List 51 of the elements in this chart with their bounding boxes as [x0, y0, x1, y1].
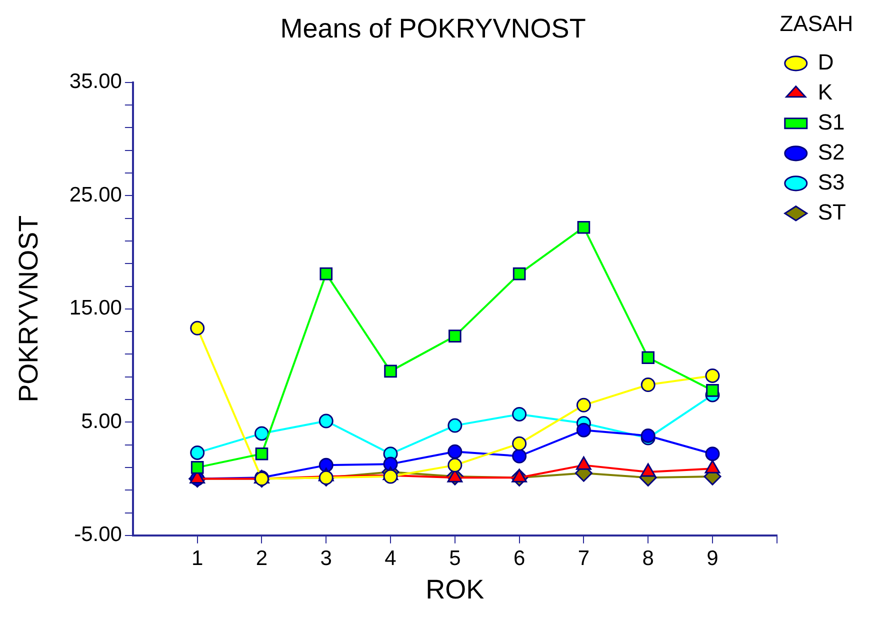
point: [320, 267, 333, 280]
x-tick-label: 8: [642, 546, 654, 570]
y-tick-label: 5.00: [81, 410, 122, 433]
point: [190, 461, 204, 474]
point: [705, 446, 720, 462]
point: [190, 320, 205, 336]
y-tick-label: 25.00: [69, 183, 122, 206]
point: [642, 351, 655, 364]
point: [448, 444, 462, 459]
y-tick-label: 35.00: [69, 70, 122, 94]
point: [255, 447, 268, 460]
point: [448, 330, 462, 342]
point: [448, 418, 462, 433]
legend-label: ST: [818, 199, 846, 224]
point: [576, 422, 591, 438]
point: [512, 406, 527, 422]
point: [448, 458, 462, 472]
point: [577, 220, 590, 234]
y-axis-title: POKRYVNOST: [14, 215, 44, 402]
point: [318, 458, 334, 472]
point: [318, 414, 334, 428]
legend-label: K: [818, 79, 833, 104]
x-tick-label: 7: [578, 546, 590, 570]
point: [640, 378, 656, 392]
x-tick-label: 3: [320, 546, 332, 570]
point: [576, 398, 591, 412]
x-tick-label: 2: [256, 546, 268, 570]
point: [512, 267, 526, 280]
x-tick-label: 1: [192, 546, 204, 570]
point: [512, 448, 527, 464]
chart-title: Means of POKRYVNOST: [280, 14, 586, 44]
x-tick-label: 9: [706, 546, 718, 570]
point: [384, 364, 397, 378]
y-tick-label: 15.00: [69, 296, 122, 320]
point: [512, 436, 527, 451]
legend-label: D: [818, 49, 834, 74]
x-tick-label: 4: [384, 546, 397, 570]
legend-title: ZASAH: [780, 11, 854, 36]
point: [706, 384, 719, 397]
y-tick-label: -5.00: [74, 523, 122, 546]
legend-label: S1: [818, 109, 845, 134]
x-axis-title: ROK: [426, 574, 484, 604]
point: [383, 456, 398, 472]
legend-label: S2: [818, 139, 845, 164]
point: [705, 368, 720, 383]
x-tick-label: 5: [449, 546, 461, 570]
x-tick-label: 6: [513, 546, 526, 570]
point: [254, 426, 269, 441]
point: [383, 469, 398, 484]
legend-label: S3: [818, 169, 845, 194]
point: [190, 445, 205, 460]
